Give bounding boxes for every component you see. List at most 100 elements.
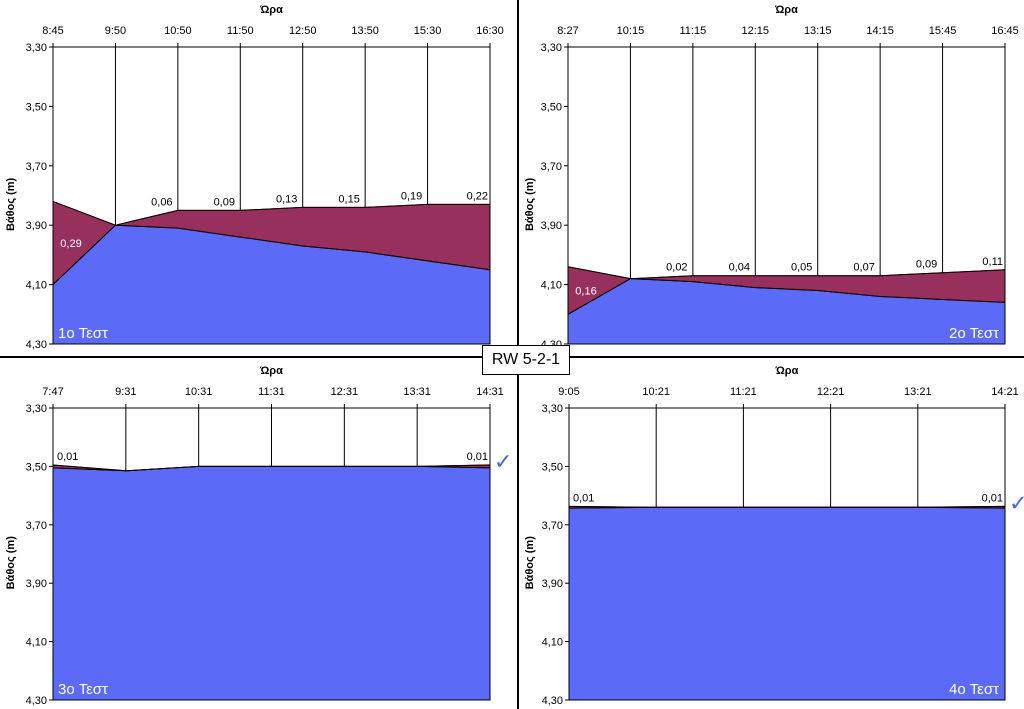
chart-svg: 3,30 3,50 3,70 3,90 4,10 4,30 8:45 9:50 10:50 11:… (5, 4, 504, 351)
x-tick-label: 13:21 (904, 386, 932, 398)
y-tick-label: 4,10 (541, 280, 562, 292)
y-tick-label: 4,10 (26, 637, 47, 649)
data-label: 0,19 (401, 190, 422, 202)
x-tick-label: 14:31 (476, 386, 504, 398)
x-axis-title: Ώρα (259, 365, 283, 377)
x-tick-label: 11:15 (679, 25, 706, 37)
series-line-1 (52, 200, 490, 226)
y-tick-label: 4,30 (26, 339, 47, 351)
x-tick-label: 10:15 (617, 25, 645, 37)
x-tick-label: 15:30 (414, 25, 442, 37)
y-tick-label: 3,50 (541, 101, 562, 113)
y-tick-label: 4,30 (26, 695, 47, 707)
data-label: 0,11 (982, 256, 1003, 268)
y-tick-label: 3,90 (26, 578, 47, 590)
x-tick-label: 14:15 (866, 25, 894, 37)
y-axis-title: Βάθος (m) (524, 536, 536, 590)
data-label: 0,09 (916, 259, 937, 271)
x-tick-label: 12:21 (817, 386, 845, 398)
y-axis-title: Βάθος (m) (5, 536, 17, 590)
data-label: 0,22 (467, 190, 488, 202)
y-tick-label: 3,30 (26, 42, 47, 54)
data-label: 0,01 (57, 451, 78, 463)
x-axis-title: Ώρα (774, 4, 798, 16)
x-tick-label: 13:15 (804, 25, 832, 37)
well-id-label: RW 5-2-1 (482, 345, 570, 375)
chart-panel-2: 3,303,503,703,904,104,308:2710:1511:1512… (519, 0, 1024, 356)
data-label: 0,29 (60, 238, 81, 250)
y-axis-title: Βάθος (m) (5, 177, 17, 231)
chart-svg: 3,30 3,50 3,70 3,90 4,10 4,30 7:47 9:31 10:31 11:… (5, 365, 512, 707)
y-tick-label: 4,10 (26, 280, 47, 292)
y-tick-label: 3,90 (26, 220, 47, 232)
x-tick-label: 10:31 (185, 386, 213, 398)
y-tick-label: 4,10 (542, 637, 563, 649)
x-tick-label: 12:31 (331, 386, 359, 398)
y-tick-label: 3,50 (26, 461, 47, 473)
y-tick-label: 3,50 (26, 101, 47, 113)
x-tick-label: 16:30 (476, 25, 504, 37)
y-tick-label: 3,70 (26, 161, 47, 173)
test-label: 1ο Τεστ (58, 325, 108, 342)
data-label: 0,07 (853, 262, 874, 274)
data-label: 0,13 (276, 193, 297, 205)
plot-border (567, 46, 1006, 345)
water-area (568, 278, 1005, 344)
data-label: 0,06 (151, 196, 172, 208)
data-label: 0,02 (666, 262, 687, 274)
y-tick-label: 3,70 (541, 161, 562, 173)
series-line-2 (568, 506, 1006, 509)
x-tick-label: 15:45 (929, 25, 957, 37)
x-tick-label: 10:50 (164, 25, 192, 37)
x-tick-label: 9:31 (115, 386, 136, 398)
chart-panel-4: 3,30 3,50 3,70 3,90 4,10 4,30 9:05 10:21 11:21 12… (519, 358, 1024, 709)
y-tick-label: 3,30 (26, 403, 47, 415)
water-area (569, 507, 1005, 700)
x-tick-label: 10:21 (642, 386, 670, 398)
data-label: 0,05 (791, 262, 812, 274)
check-mark-icon: ✓ (1009, 491, 1024, 516)
x-axis-title: Ώρα (775, 365, 799, 377)
y-tick-label: 4,30 (542, 695, 563, 707)
series-line-2 (567, 278, 1006, 315)
x-tick-label: 14:21 (991, 386, 1019, 398)
x-tick-label: 11:50 (227, 25, 254, 37)
plot-border (568, 407, 1006, 701)
data-label: 0,04 (729, 262, 750, 274)
test-label: 3ο Τεστ (58, 681, 108, 698)
x-tick-label: 11:31 (258, 386, 285, 398)
chart-svg: 3,30 3,50 3,70 3,90 4,10 4,30 9:05 10:21 11:21 12… (524, 365, 1024, 707)
plot-border (52, 46, 491, 345)
x-tick-label: 9:05 (558, 386, 579, 398)
x-tick-label: 8:45 (42, 25, 63, 37)
test-label: 2ο Τεστ (949, 325, 999, 342)
x-axis-title: Ώρα (259, 4, 283, 16)
y-axis-title: Βάθος (m) (524, 177, 536, 231)
x-tick-label: 13:31 (403, 386, 431, 398)
y-tick-label: 3,90 (542, 578, 563, 590)
y-tick-label: 3,90 (541, 220, 562, 232)
chart-panel-3: 3,30 3,50 3,70 3,90 4,10 4,30 7:47 9:31 10:31 11:… (0, 358, 517, 709)
y-tick-label: 3,70 (542, 520, 563, 532)
data-label: 0,01 (982, 492, 1003, 504)
x-tick-label: 9:50 (105, 25, 126, 37)
data-label: 0,15 (338, 193, 359, 205)
y-tick-label: 3,50 (542, 461, 563, 473)
x-tick-label: 11:21 (730, 386, 757, 398)
data-label: 0,16 (575, 286, 596, 298)
water-area (53, 225, 490, 344)
chart-panel-1: 3,30 3,50 3,70 3,90 4,10 4,30 8:45 9:50 10:50 11:… (0, 0, 517, 356)
data-label: 0,09 (214, 196, 235, 208)
y-tick-label: 3,30 (542, 403, 563, 415)
x-tick-label: 12:50 (289, 25, 317, 37)
data-label: 0,01 (573, 492, 594, 504)
series-line-2 (52, 224, 491, 285)
test-label: 4ο Τεστ (949, 681, 999, 698)
x-tick-label: 16:45 (991, 25, 1019, 37)
x-tick-label: 8:27 (557, 25, 578, 37)
y-tick-label: 3,30 (541, 42, 562, 54)
water-area (53, 466, 490, 700)
y-tick-label: 3,70 (26, 520, 47, 532)
chart-svg: 3,303,503,703,904,104,308:2710:1511:1512… (524, 4, 1019, 351)
series-line-1 (567, 266, 1006, 280)
